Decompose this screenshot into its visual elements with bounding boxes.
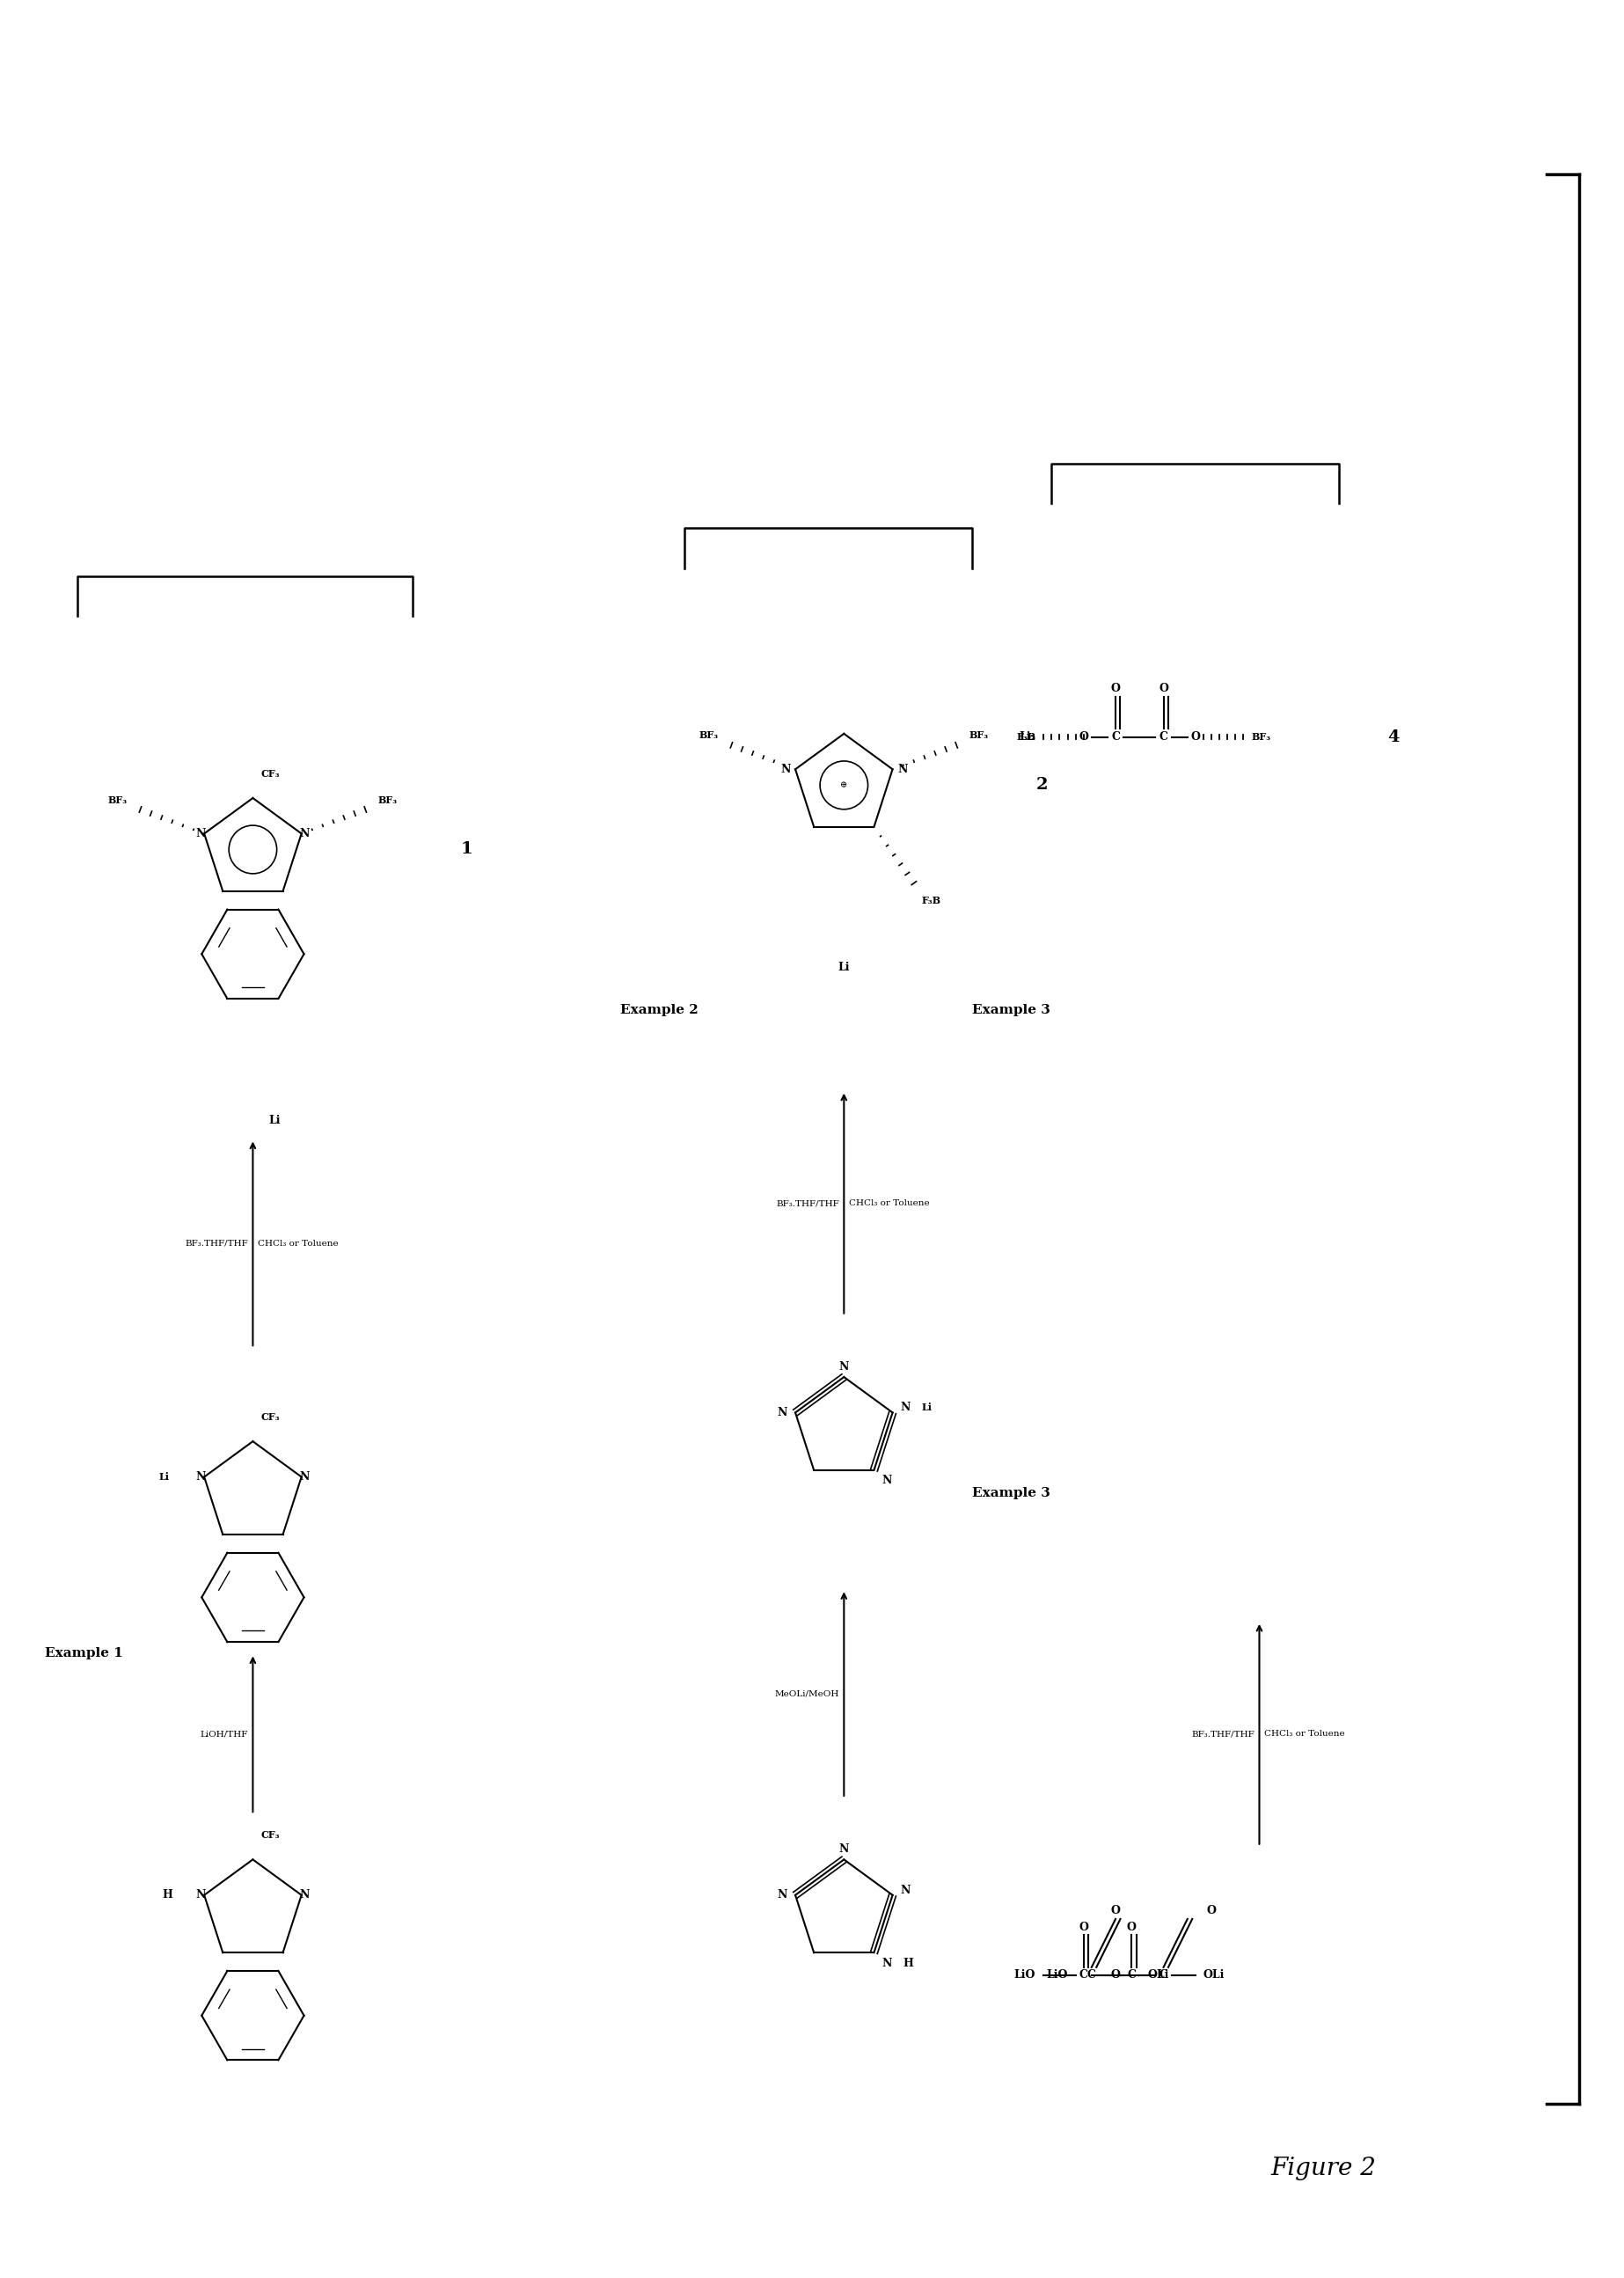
Text: Example 1: Example 1: [45, 1647, 123, 1661]
Text: CF₃: CF₃: [261, 1832, 279, 1841]
Text: Example 3: Example 3: [971, 1488, 1051, 1499]
Text: LiO: LiO: [1015, 1970, 1036, 1982]
Text: BF₃: BF₃: [970, 731, 989, 740]
Text: N: N: [882, 1474, 892, 1485]
Text: BF₃: BF₃: [1252, 731, 1272, 743]
Text: OLi: OLi: [1203, 1970, 1224, 1982]
Text: Figure 2: Figure 2: [1270, 2157, 1376, 2180]
Text: BF₃: BF₃: [109, 795, 128, 804]
Text: O: O: [1158, 683, 1168, 695]
Text: C: C: [1080, 1970, 1088, 1982]
Text: O: O: [1078, 731, 1088, 743]
Text: O: O: [1111, 683, 1121, 695]
Text: N: N: [197, 1472, 206, 1483]
Text: CHCl₃ or Toluene: CHCl₃ or Toluene: [258, 1239, 338, 1248]
Text: C: C: [1127, 1970, 1135, 1982]
Text: BF₃: BF₃: [378, 795, 398, 804]
Text: BF₃.THF/THF: BF₃.THF/THF: [776, 1201, 840, 1207]
Text: OLi: OLi: [1148, 1970, 1169, 1982]
Text: Li₂: Li₂: [1018, 731, 1036, 743]
Text: O: O: [1190, 731, 1200, 743]
Text: 4: 4: [1387, 729, 1398, 745]
Text: H: H: [903, 1957, 913, 1968]
Text: C: C: [1111, 731, 1121, 743]
Text: N: N: [840, 1360, 849, 1371]
Text: N: N: [882, 1957, 892, 1968]
Text: ⊕: ⊕: [840, 781, 848, 788]
Text: N: N: [197, 827, 206, 838]
Text: LiOH/THF: LiOH/THF: [200, 1729, 248, 1738]
Text: F₃B: F₃B: [1017, 731, 1036, 743]
Text: Li: Li: [921, 1403, 932, 1412]
Text: N: N: [197, 1888, 206, 1900]
Text: LiO: LiO: [1046, 1970, 1067, 1982]
Text: Li: Li: [159, 1472, 169, 1481]
Text: C: C: [1086, 1970, 1096, 1982]
Text: N: N: [300, 827, 310, 838]
Text: 2: 2: [1036, 777, 1047, 793]
Text: F₃B: F₃B: [922, 895, 942, 907]
Text: CF₃: CF₃: [261, 770, 279, 779]
Text: O: O: [1207, 1904, 1216, 1916]
Text: BF₃: BF₃: [700, 731, 719, 740]
Text: C: C: [1160, 1970, 1168, 1982]
Text: N: N: [300, 1888, 310, 1900]
Text: N: N: [901, 1884, 911, 1895]
Text: N: N: [840, 1843, 849, 1854]
Text: O: O: [1078, 1920, 1088, 1932]
Text: MeOLi/MeOH: MeOLi/MeOH: [775, 1690, 840, 1697]
Text: Li: Li: [838, 961, 849, 973]
Text: Example 3: Example 3: [971, 1005, 1051, 1016]
Text: N: N: [901, 1401, 911, 1412]
Text: N: N: [898, 763, 908, 775]
Text: O: O: [1127, 1920, 1137, 1932]
Text: CF₃: CF₃: [261, 1412, 279, 1421]
Text: CHCl₃ or Toluene: CHCl₃ or Toluene: [849, 1201, 929, 1207]
Text: Li: Li: [270, 1114, 281, 1125]
Text: BF₃.THF/THF: BF₃.THF/THF: [185, 1239, 248, 1248]
Text: N: N: [781, 763, 791, 775]
Text: CHCl₃ or Toluene: CHCl₃ or Toluene: [1263, 1729, 1345, 1738]
Text: H: H: [162, 1888, 172, 1900]
Text: N: N: [778, 1888, 788, 1900]
Text: C: C: [1160, 731, 1168, 743]
Text: BF₃.THF/THF: BF₃.THF/THF: [1192, 1729, 1254, 1738]
Text: Example 2: Example 2: [620, 1005, 698, 1016]
Text: O: O: [1111, 1970, 1121, 1982]
Text: N: N: [778, 1408, 788, 1419]
Text: O: O: [1111, 1904, 1121, 1916]
Text: 1: 1: [461, 841, 473, 857]
Text: N: N: [300, 1472, 310, 1483]
